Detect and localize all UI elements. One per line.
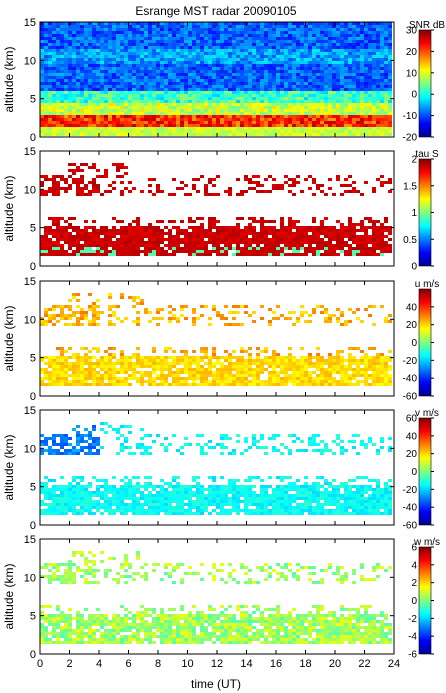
x-tick-label: 16 — [270, 658, 282, 670]
colorbar-tick-label: -6 — [408, 650, 417, 661]
y-tick-label: 10 — [24, 572, 36, 584]
colorbar-tick-label: 2 — [411, 578, 417, 589]
y-tick-label: 5 — [30, 94, 36, 106]
colorbar-tick-label: -20 — [403, 485, 418, 496]
x-tick-label: 4 — [96, 658, 102, 670]
colorbar-tick-label: 20 — [406, 320, 418, 331]
colorbar-tick-label: -20 — [403, 356, 418, 367]
colorbar-tick-label: 6 — [411, 543, 417, 554]
colorbar-tick-label: 30 — [406, 26, 418, 37]
y-tick-label: 0 — [30, 391, 36, 403]
colorbar-tick-label: -40 — [403, 503, 418, 514]
colorbar-tick-label: 0 — [411, 467, 417, 478]
colorbar-tick-label: 0.5 — [403, 235, 417, 246]
colorbar — [418, 158, 432, 267]
y-axis-label: altitude (km) — [2, 175, 16, 241]
x-tick-label: 0 — [37, 658, 43, 670]
x-tick-label: 12 — [211, 658, 223, 670]
colorbar-title: tau S — [415, 149, 439, 160]
y-tick-label: 10 — [24, 184, 36, 196]
y-tick-label: 5 — [30, 482, 36, 494]
y-tick-label: 0 — [30, 132, 36, 144]
x-tick-label: 20 — [329, 658, 341, 670]
colorbar-title: w m/s — [413, 537, 440, 548]
colorbar-tick-label: 1.5 — [403, 181, 417, 192]
colorbar-tick-label: 0 — [411, 262, 417, 273]
colorbar-title: SNR dB — [409, 20, 445, 31]
colorbar-tick-label: 0 — [411, 596, 417, 607]
y-tick-label: 0 — [30, 649, 36, 661]
colorbar — [418, 417, 432, 526]
y-axis-label: altitude (km) — [2, 46, 16, 112]
colorbar-tick-label: -10 — [403, 111, 418, 122]
y-tick-label: 10 — [24, 55, 36, 67]
x-tick-label: 14 — [240, 658, 252, 670]
colorbar-tick-label: 40 — [406, 431, 418, 442]
y-tick-label: 15 — [24, 146, 36, 158]
x-axis-label: time (UT) — [191, 677, 241, 691]
x-tick-label: 2 — [66, 658, 72, 670]
y-tick-label: 0 — [30, 261, 36, 273]
colorbar — [418, 288, 432, 397]
colorbar-tick-label: 20 — [406, 47, 418, 58]
panel-2: 0 5 10 15 altitude (km) tau S2 1.5 1 0.5 0 — [2, 146, 439, 273]
y-tick-label: 5 — [30, 223, 36, 235]
y-tick-label: 5 — [30, 611, 36, 623]
y-tick-label: 15 — [24, 17, 36, 29]
y-tick-label: 15 — [24, 276, 36, 288]
colorbar-tick-label: 4 — [411, 560, 417, 571]
x-tick-label: 24 — [388, 658, 400, 670]
y-tick-label: 15 — [24, 534, 36, 546]
heatmap-cells — [40, 163, 392, 256]
y-tick-label: 5 — [30, 353, 36, 365]
heatmap-cells — [40, 22, 392, 136]
colorbar-title: u m/s — [415, 279, 439, 290]
panel-4: 0 5 10 15 altitude (km) v m/s60 40 20 0 -20 -40 -60 — [2, 405, 439, 532]
colorbar-tick-label: 2 — [411, 155, 417, 166]
colorbar-tick-label: 0 — [411, 338, 417, 349]
colorbar-tick-label: 40 — [406, 302, 418, 313]
colorbar-tick-label: -40 — [403, 374, 418, 385]
x-tick-label: 6 — [125, 658, 131, 670]
x-tick-label: 8 — [155, 658, 161, 670]
y-tick-label: 0 — [30, 520, 36, 532]
x-tick-label: 22 — [358, 658, 370, 670]
heatmap-cells — [40, 551, 392, 644]
y-tick-label: 10 — [24, 443, 36, 455]
heatmap-cells — [40, 293, 392, 386]
y-tick-label: 10 — [24, 314, 36, 326]
colorbar — [418, 546, 432, 655]
colorbar — [418, 29, 432, 138]
panel-3: 0 5 10 15 altitude (km) u m/s 40 20 0 -20 -40 -60 — [2, 276, 439, 403]
colorbar-tick-label: -20 — [403, 133, 418, 144]
colorbar-tick-label: 10 — [406, 68, 418, 79]
y-axis-label: altitude (km) — [2, 563, 16, 629]
colorbar-tick-label: 0 — [411, 90, 417, 101]
colorbar-title: v m/s — [415, 408, 439, 419]
figure-title: Esrange MST radar 20090105 — [135, 4, 297, 18]
colorbar-tick-label: 20 — [406, 449, 418, 460]
colorbar-tick-label: 1 — [411, 208, 417, 219]
x-tick-label: 10 — [181, 658, 193, 670]
y-axis-label: altitude (km) — [2, 305, 16, 371]
heatmap-cells — [40, 422, 392, 515]
colorbar-tick-label: -2 — [408, 614, 417, 625]
y-axis-label: altitude (km) — [2, 434, 16, 500]
colorbar-tick-label: -60 — [403, 521, 418, 532]
x-tick-label: 18 — [299, 658, 311, 670]
colorbar-tick-label: 60 — [406, 414, 418, 425]
colorbar-tick-label: -4 — [408, 632, 417, 643]
y-tick-label: 15 — [24, 405, 36, 417]
colorbar-tick-label: -60 — [403, 392, 418, 403]
